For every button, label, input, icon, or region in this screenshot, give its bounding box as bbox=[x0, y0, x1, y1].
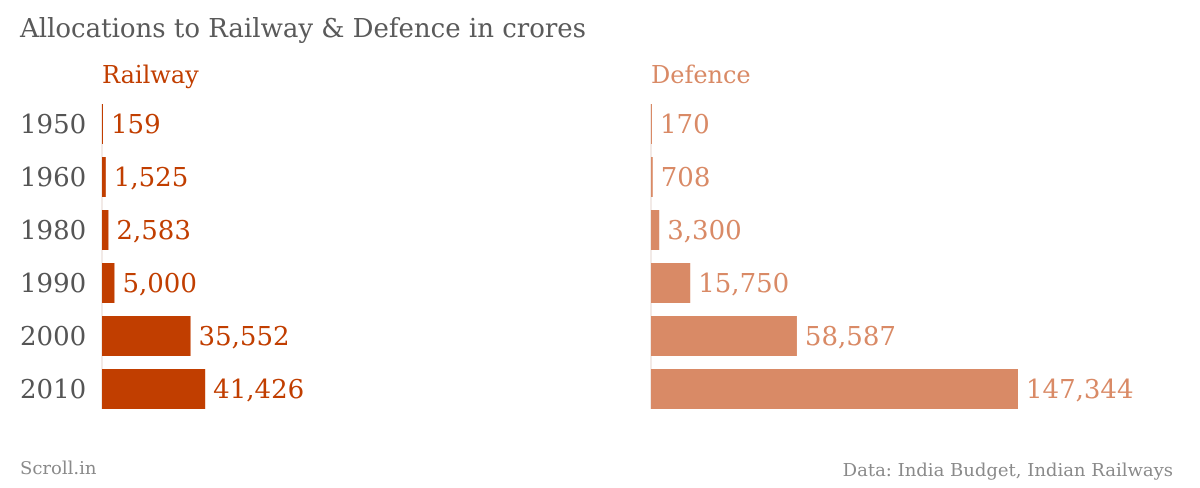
bar-railway-1980 bbox=[102, 210, 109, 250]
value-label-defence-1980: 3,300 bbox=[667, 216, 741, 246]
bar-railway-1990 bbox=[102, 263, 115, 303]
value-label-railway-1950: 159 bbox=[111, 110, 161, 140]
value-label-railway-1960: 1,525 bbox=[114, 163, 188, 193]
value-label-defence-1960: 708 bbox=[661, 163, 711, 193]
value-label-railway-2000: 35,552 bbox=[199, 322, 290, 352]
series-header-defence: Defence bbox=[651, 61, 751, 89]
value-label-railway-2010: 41,426 bbox=[213, 375, 304, 405]
year-label-1990: 1990 bbox=[20, 269, 86, 299]
value-label-defence-1990: 15,750 bbox=[698, 269, 789, 299]
bar-defence-1990 bbox=[651, 263, 691, 303]
bar-defence-1950 bbox=[651, 104, 652, 144]
bar-defence-1960 bbox=[651, 157, 653, 197]
year-label-2000: 2000 bbox=[20, 322, 86, 352]
series-header-railway: Railway bbox=[102, 61, 199, 89]
source-note: Data: India Budget, Indian Railways bbox=[842, 460, 1173, 481]
bar-defence-2010 bbox=[651, 369, 1018, 409]
brand-label: Scroll.in bbox=[20, 458, 97, 479]
year-label-1980: 1980 bbox=[20, 216, 86, 246]
bar-railway-1960 bbox=[102, 157, 106, 197]
value-label-defence-2010: 147,344 bbox=[1026, 375, 1134, 405]
bar-railway-2010 bbox=[102, 369, 206, 409]
value-label-defence-1950: 170 bbox=[660, 110, 710, 140]
bar-defence-1980 bbox=[651, 210, 660, 250]
year-label-2010: 2010 bbox=[20, 375, 86, 405]
bar-railway-2000 bbox=[102, 316, 191, 356]
chart-title: Allocations to Railway & Defence in cror… bbox=[20, 14, 587, 44]
bar-defence-2000 bbox=[651, 316, 797, 356]
value-label-railway-1990: 5,000 bbox=[122, 269, 196, 299]
value-label-railway-1980: 2,583 bbox=[116, 216, 190, 246]
year-label-1960: 1960 bbox=[20, 163, 86, 193]
bar-railway-1950 bbox=[102, 104, 103, 144]
value-label-defence-2000: 58,587 bbox=[805, 322, 896, 352]
year-label-1950: 1950 bbox=[20, 110, 86, 140]
